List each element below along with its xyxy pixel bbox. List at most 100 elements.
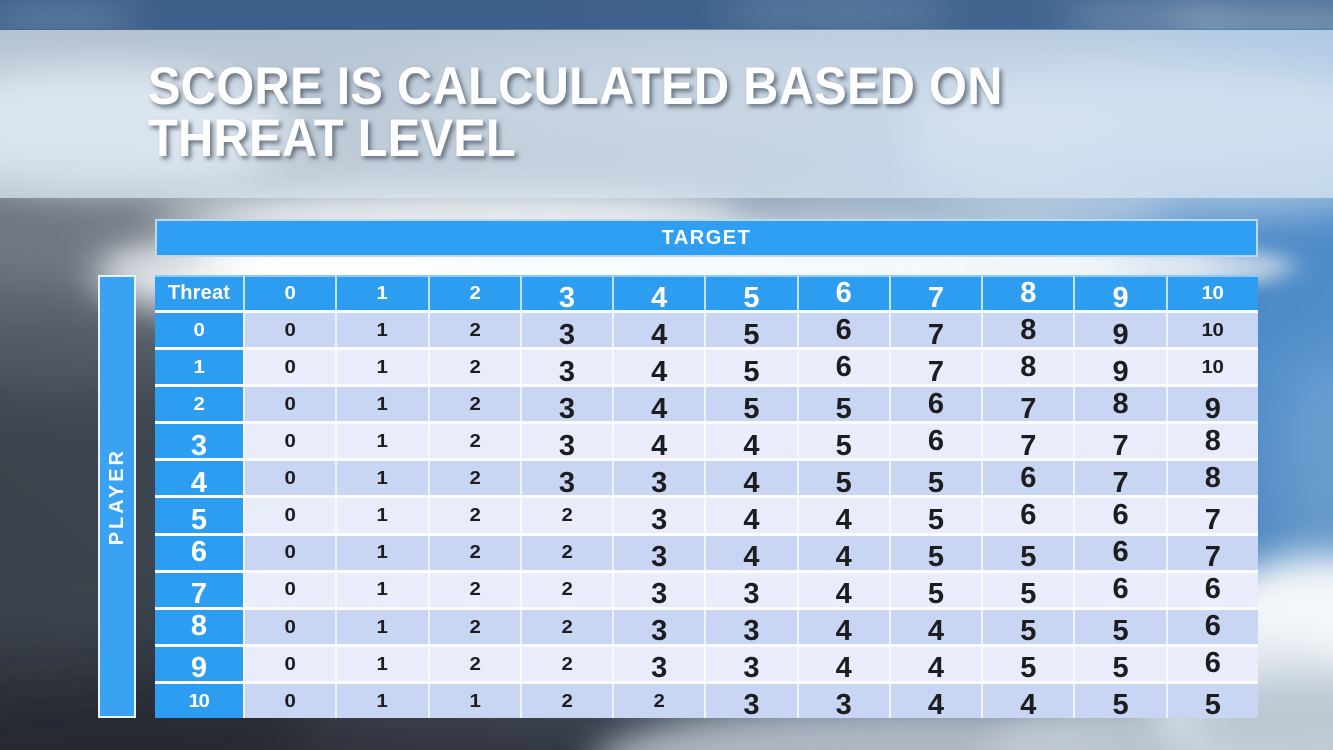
digit-glyph: 4 [190, 466, 208, 496]
score-cell: 1 [335, 498, 428, 533]
digit-glyph: 1 [376, 467, 389, 489]
digit-glyph: 6 [835, 277, 852, 309]
digit-glyph: 9 [1112, 355, 1129, 385]
digit-glyph: 5 [835, 466, 852, 496]
score-cell: 6 [796, 313, 889, 348]
digit-glyph: 0 [284, 467, 296, 489]
digit-glyph: 2 [468, 430, 481, 452]
score-cell: 5 [1073, 683, 1166, 719]
score-cell: 4 [704, 535, 797, 570]
row-header-cell: 5 [155, 498, 243, 533]
digit-glyph: 4 [835, 652, 852, 681]
score-cell: 3 [612, 572, 705, 607]
digit-glyph: 1 [376, 504, 389, 526]
score-cell: 6 [981, 498, 1074, 533]
digit-glyph: 8 [1204, 424, 1221, 457]
digit-glyph: 6 [190, 536, 208, 569]
score-cell: 5 [888, 461, 982, 496]
digit-glyph: 1 [376, 318, 389, 340]
digit-glyph: 1 [193, 355, 205, 377]
digit-glyph: 0 [284, 392, 296, 414]
score-cell: 5 [704, 313, 797, 348]
digit-glyph: 5 [743, 355, 760, 385]
digit-glyph: 5 [743, 281, 760, 310]
digit-glyph: 1 [376, 578, 389, 600]
score-cell: 5 [888, 535, 982, 570]
score-cell: 2 [519, 646, 613, 681]
score-cell: 2 [519, 498, 613, 533]
digit-glyph: 3 [651, 541, 668, 570]
digit-glyph: 4 [651, 281, 668, 310]
player-header-label: PLAYER [105, 447, 128, 546]
digit-glyph: 0 [284, 355, 296, 377]
digit-glyph: 7 [1112, 466, 1129, 496]
score-cell: 5 [981, 609, 1074, 644]
digit-glyph: 1 [376, 282, 389, 304]
score-cell: 4 [612, 387, 705, 422]
score-cell: 5 [981, 572, 1074, 607]
score-cell: 3 [519, 387, 613, 422]
digit-glyph: 5 [743, 392, 760, 422]
digit-glyph: 8 [190, 610, 208, 643]
score-cell: 5 [796, 387, 889, 422]
digit-glyph: 4 [743, 429, 760, 459]
score-cell: 6 [888, 424, 982, 459]
score-cell: 2 [427, 387, 520, 422]
score-cell: 8 [1165, 461, 1258, 496]
column-header-cell: 1 [335, 275, 428, 310]
column-header-cell: 0 [243, 275, 336, 310]
digit-glyph: 1 [376, 541, 389, 563]
score-cell: 5 [704, 350, 797, 385]
digit-glyph: 5 [927, 466, 945, 496]
digit-glyph: 4 [927, 615, 945, 644]
score-cell: 5 [796, 461, 889, 496]
digit-glyph: 3 [743, 689, 760, 719]
threat-corner-cell: Threat [155, 275, 243, 310]
digit-glyph: 2 [468, 541, 481, 563]
digit-glyph: 3 [558, 392, 575, 422]
score-cell: 6 [1165, 646, 1258, 681]
score-cell: 3 [612, 609, 705, 644]
score-cell: 3 [796, 683, 889, 719]
digit-glyph: 5 [1020, 615, 1037, 644]
digit-glyph: 0 [284, 430, 296, 452]
title-line-1: SCORE IS CALCULATED BASED ON [148, 57, 1003, 116]
digit-glyph: 1 [1201, 318, 1214, 340]
table-row: 3 0 1 2 3 4 4 5 6 7 7 8 [155, 424, 1258, 462]
digit-glyph: 2 [468, 392, 481, 414]
score-cell: 3 [704, 683, 797, 719]
score-cell: 2 [427, 424, 520, 459]
digit-glyph: 2 [561, 615, 573, 637]
digit-glyph: 3 [651, 503, 668, 533]
score-cell: 5 [1165, 683, 1258, 719]
digit-glyph: 2 [468, 282, 481, 304]
digit-glyph: 0 [284, 504, 296, 526]
digit-glyph: 3 [558, 281, 575, 310]
target-header-bar: TARGET [155, 219, 1258, 257]
digit-glyph: 2 [468, 504, 481, 526]
score-cell: 9 [1073, 350, 1166, 385]
digit-glyph: 9 [1112, 281, 1129, 310]
row-header-cell: 2 [155, 387, 243, 422]
score-cell: 3 [519, 313, 613, 348]
digit-glyph: 3 [558, 318, 575, 348]
digit-glyph: 1 [376, 689, 389, 711]
score-cell: 4 [796, 572, 889, 607]
digit-glyph: 7 [1112, 429, 1129, 459]
digit-glyph: 3 [651, 578, 668, 607]
score-cell: 8 [981, 313, 1074, 348]
digit-glyph: 9 [1204, 392, 1221, 422]
digit-glyph: 0 [284, 689, 296, 711]
digit-glyph: 4 [651, 392, 668, 422]
digit-glyph: 4 [743, 503, 760, 533]
digit-glyph: 5 [835, 392, 852, 422]
score-cell: 2 [427, 498, 520, 533]
score-cell: 0 [243, 350, 336, 385]
score-cell: 4 [796, 535, 889, 570]
digit-glyph: 7 [1204, 503, 1221, 533]
digit-glyph: 6 [1112, 536, 1129, 569]
score-cell: 1 [335, 350, 428, 385]
digit-glyph: 0 [1212, 318, 1224, 340]
digit-glyph: 4 [927, 652, 945, 681]
